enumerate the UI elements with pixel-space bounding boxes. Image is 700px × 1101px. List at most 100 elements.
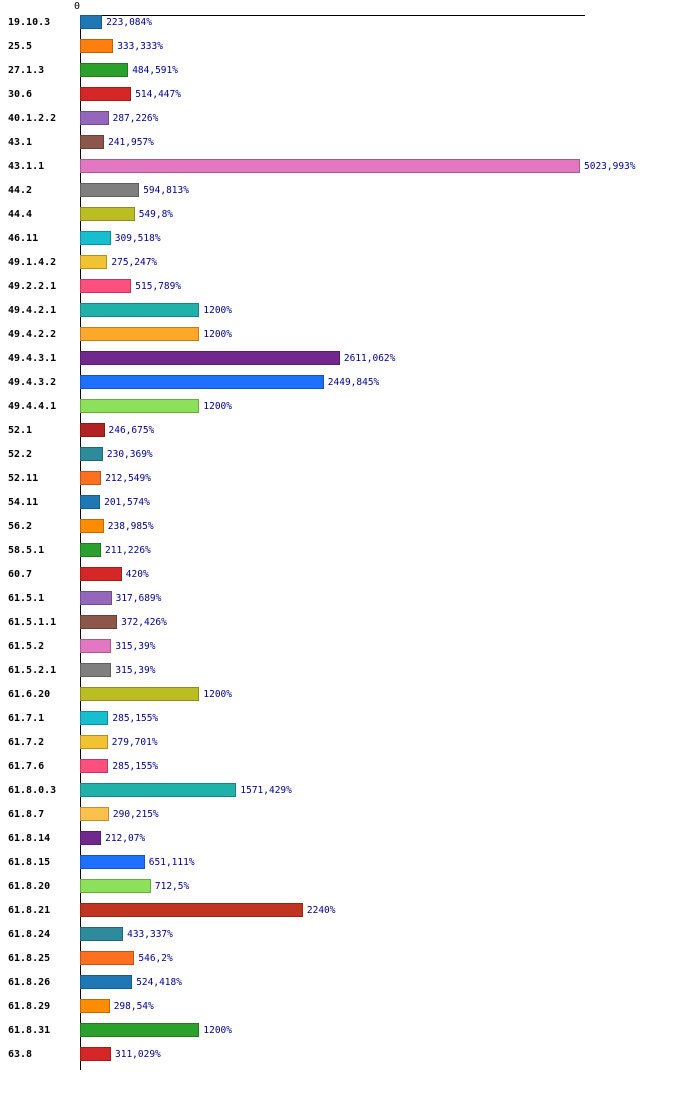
bar (80, 111, 109, 125)
chart-row: 61.5.1.1 372,426% (0, 610, 700, 634)
value-label: 1200% (203, 328, 232, 340)
chart-row: 63.8 311,029% (0, 1042, 700, 1066)
category-label: 54.11 (8, 496, 39, 508)
chart-row: 52.11 212,549% (0, 466, 700, 490)
bar-track: 315,39% (80, 658, 700, 682)
bar (80, 303, 200, 317)
category-label: 61.8.14 (8, 832, 51, 844)
chart-row: 61.8.24 433,337% (0, 922, 700, 946)
bar (80, 519, 104, 533)
chart-row: 49.2.2.1 515,789% (0, 274, 700, 298)
x-axis-zero-tick-label: 0 (74, 1, 81, 12)
chart-row: 61.8.31 1200% (0, 1018, 700, 1042)
bar-track: 2449,845% (80, 370, 700, 394)
bar-track: 212,07% (80, 826, 700, 850)
chart-row: 27.1.3 484,591% (0, 58, 700, 82)
bar (80, 663, 112, 677)
category-label: 58.5.1 (8, 544, 45, 556)
category-label: 52.11 (8, 472, 39, 484)
category-label: 61.5.2.1 (8, 664, 57, 676)
bar (80, 39, 114, 53)
bar (80, 63, 129, 77)
bar (80, 231, 111, 245)
category-label: 52.2 (8, 448, 33, 460)
chart-row: 61.5.1 317,689% (0, 586, 700, 610)
bar-track: 241,957% (80, 130, 700, 154)
bar (80, 327, 200, 341)
chart-row: 19.10.3 223,084% (0, 10, 700, 34)
category-label: 61.6.20 (8, 688, 51, 700)
value-label: 1200% (203, 304, 232, 316)
bar (80, 639, 112, 653)
bar-track: 515,789% (80, 274, 700, 298)
value-label: 1200% (203, 400, 232, 412)
chart-row: 43.1 241,957% (0, 130, 700, 154)
value-label: 514,447% (135, 88, 181, 100)
category-label: 43.1 (8, 136, 33, 148)
category-label: 44.4 (8, 208, 33, 220)
bar (80, 567, 122, 581)
value-label: 333,333% (117, 40, 163, 52)
chart-row: 54.11 201,574% (0, 490, 700, 514)
category-label: 40.1.2.2 (8, 112, 57, 124)
value-label: 246,675% (108, 424, 155, 436)
bar (80, 999, 110, 1013)
value-label: 5023,993% (584, 160, 636, 172)
value-label: 230,369% (106, 448, 153, 460)
value-label: 279,701% (111, 736, 158, 748)
bar-track: 712,5% (80, 874, 700, 898)
bar-track: 238,985% (80, 514, 700, 538)
value-label: 201,574% (104, 496, 150, 508)
bar (80, 447, 103, 461)
category-label: 61.8.15 (8, 856, 51, 868)
bar (80, 759, 109, 773)
bar (80, 399, 200, 413)
category-label: 49.1.4.2 (8, 256, 57, 268)
chart-row: 25.5 333,333% (0, 34, 700, 58)
bar (80, 927, 124, 941)
chart-row: 49.1.4.2 275,247% (0, 250, 700, 274)
bar-track: 514,447% (80, 82, 700, 106)
chart-row: 58.5.1 211,226% (0, 538, 700, 562)
chart-row: 56.2 238,985% (0, 514, 700, 538)
value-label: 712,5% (154, 880, 190, 892)
chart-row: 49.4.4.1 1200% (0, 394, 700, 418)
bar (80, 135, 105, 149)
category-label: 49.4.4.1 (8, 400, 57, 412)
bar (80, 87, 132, 101)
bar-track: 246,675% (80, 418, 700, 442)
category-label: 61.5.1.1 (8, 616, 57, 628)
category-label: 60.7 (8, 568, 33, 580)
category-label: 61.8.25 (8, 952, 51, 964)
bar (80, 975, 133, 989)
value-label: 298,54% (113, 1000, 154, 1012)
category-label: 52.1 (8, 424, 33, 436)
value-label: 524,418% (136, 976, 182, 988)
category-label: 61.8.20 (8, 880, 51, 892)
bar (80, 279, 132, 293)
chart-row: 46.11 309,518% (0, 226, 700, 250)
bar-track: 372,426% (80, 610, 700, 634)
value-label: 290,215% (112, 808, 159, 820)
chart-row: 52.1 246,675% (0, 418, 700, 442)
bar (80, 687, 200, 701)
bar-track: 309,518% (80, 226, 700, 250)
value-label: 238,985% (107, 520, 154, 532)
chart-row: 44.2 594,813% (0, 178, 700, 202)
value-label: 223,084% (106, 16, 152, 28)
bar-track: 549,8% (80, 202, 700, 226)
category-label: 61.7.6 (8, 760, 45, 772)
value-label: 546,2% (138, 952, 173, 964)
bar-track: 433,337% (80, 922, 700, 946)
value-label: 241,957% (108, 136, 154, 148)
category-label: 61.8.31 (8, 1024, 51, 1036)
value-label: 2449,845% (327, 376, 380, 388)
category-label: 44.2 (8, 184, 33, 196)
value-label: 212,549% (105, 472, 151, 484)
category-label: 49.2.2.1 (8, 280, 57, 292)
chart-rows: 19.10.3 223,084% 25.5 333,333% 27.1.3 48… (0, 10, 700, 1066)
bar-track: 1571,429% (80, 778, 700, 802)
category-label: 30.6 (8, 88, 33, 100)
value-label: 372,426% (121, 616, 167, 628)
